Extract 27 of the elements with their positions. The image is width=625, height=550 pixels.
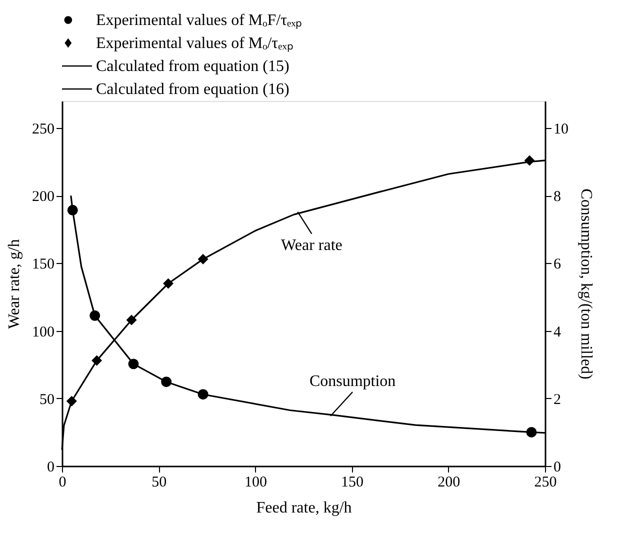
x-tick-label: 150 (341, 474, 364, 490)
x-tick-label: 250 (534, 474, 557, 490)
y2-tick-label: 2 (554, 392, 561, 408)
legend-label: Calculated from equation (15) (96, 58, 290, 75)
x-tick-label: 50 (152, 474, 167, 490)
x-tick-label: 0 (58, 474, 66, 490)
y-tick-label: 200 (32, 189, 54, 206)
y-tick-label: 250 (32, 122, 54, 138)
y2-tick-label: 0 (554, 460, 561, 476)
y-tick-label: 0 (47, 460, 54, 476)
y-tick-label: 50 (40, 392, 54, 408)
legend-label: Experimental values of Mₒ/τₑₓₚ (96, 35, 293, 52)
legend-label: Calculated from equation (16) (96, 81, 290, 98)
annotation: Wear rate (281, 236, 342, 254)
y-tick-label: 150 (32, 256, 54, 273)
x-tick-label: 200 (438, 474, 460, 490)
y-axis-title: Wear rate, g/h (6, 239, 23, 329)
x-tick-label: 100 (244, 474, 267, 490)
y2-tick-label: 10 (554, 122, 568, 138)
y2-tick-label: 4 (554, 324, 562, 340)
y-tick-label: 100 (32, 324, 54, 340)
y2-axis-title: Consumption, kg/(ton milled) (578, 188, 594, 380)
legend-label: Experimental values of MₒF/τₑₓₚ (96, 12, 302, 29)
y2-tick-label: 8 (554, 189, 561, 206)
annotation: Consumption (309, 372, 396, 390)
x-axis-title: Feed rate, kg/h (256, 500, 352, 516)
y2-tick-label: 6 (554, 256, 562, 273)
